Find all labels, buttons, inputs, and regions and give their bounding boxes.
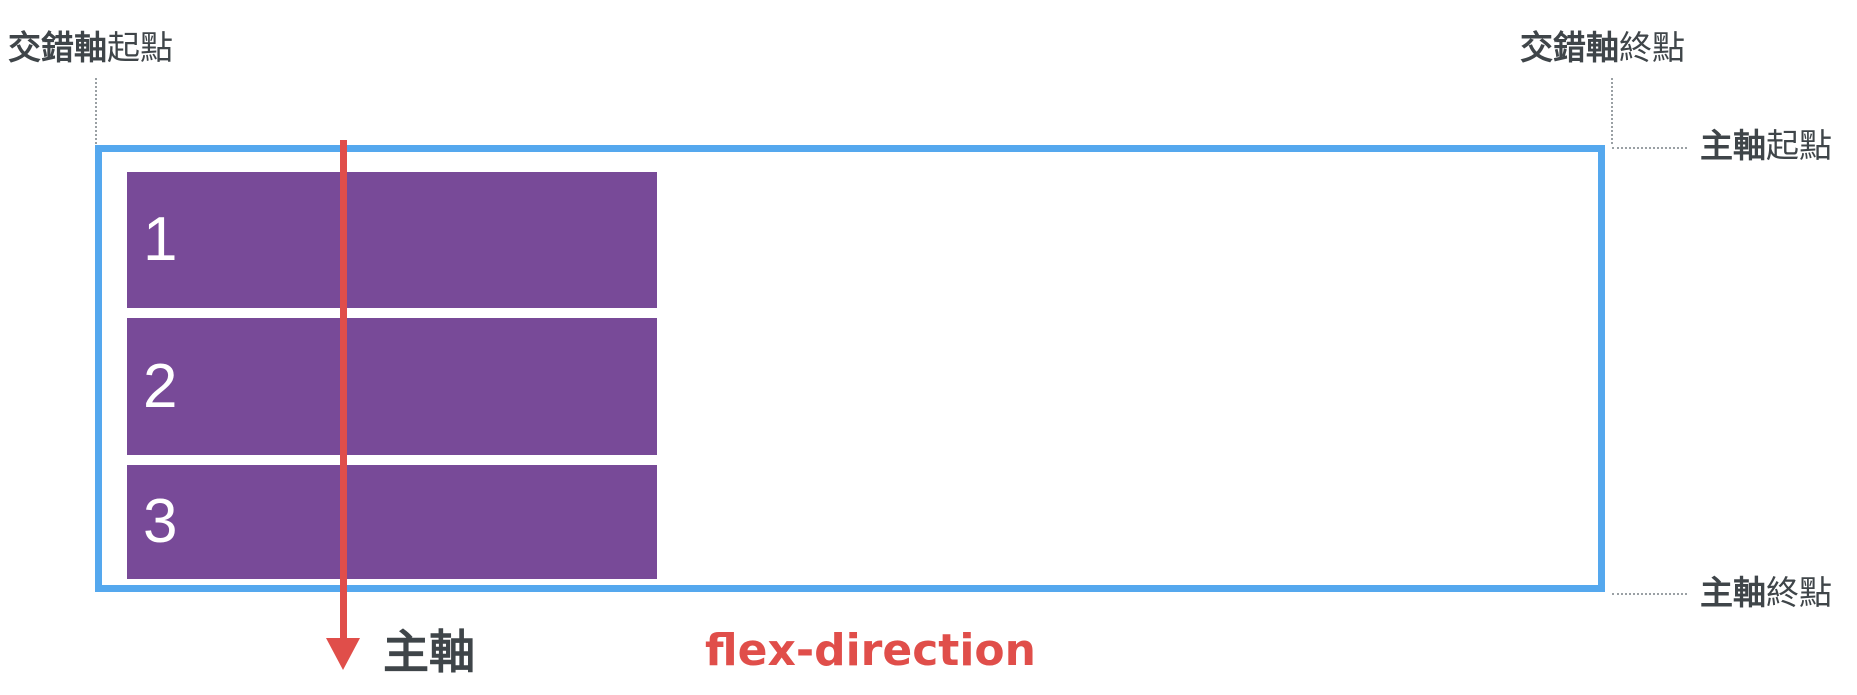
main-axis-end-guide [1612, 593, 1687, 595]
cross-axis-end-label-normal: 終點 [1619, 28, 1685, 67]
flex-direction-label: flex-direction [705, 625, 1036, 676]
main-axis-label: 主軸 [383, 625, 475, 679]
main-axis-end-label: 主軸終點 [1700, 573, 1832, 613]
flex-item-1: 1 [127, 172, 657, 308]
main-axis-start-label-strong: 主軸 [1700, 126, 1766, 165]
main-axis-end-label-normal: 終點 [1766, 573, 1832, 612]
arrow-down-icon [326, 638, 360, 670]
flex-item-3: 3 [127, 465, 657, 579]
cross-axis-start-label: 交錯軸起點 [8, 28, 173, 68]
cross-axis-start-label-normal: 起點 [107, 28, 173, 67]
main-axis-line [340, 140, 347, 642]
cross-axis-start-guide [95, 78, 97, 144]
cross-axis-start-label-strong: 交錯軸 [8, 28, 107, 67]
main-axis-end-label-strong: 主軸 [1700, 573, 1766, 612]
main-axis-start-label-normal: 起點 [1766, 126, 1832, 165]
flex-item-3-label: 3 [143, 487, 178, 556]
flex-item-2: 2 [127, 318, 657, 455]
cross-axis-end-label: 交錯軸終點 [1520, 28, 1685, 68]
flex-item-1-label: 1 [143, 205, 178, 274]
main-axis-start-guide [1612, 147, 1687, 149]
cross-axis-end-label-strong: 交錯軸 [1520, 28, 1619, 67]
flex-item-2-label: 2 [143, 351, 178, 421]
cross-axis-end-guide [1611, 78, 1613, 144]
main-axis-start-label: 主軸起點 [1700, 126, 1832, 166]
flex-container: 1 2 3 [95, 145, 1605, 592]
